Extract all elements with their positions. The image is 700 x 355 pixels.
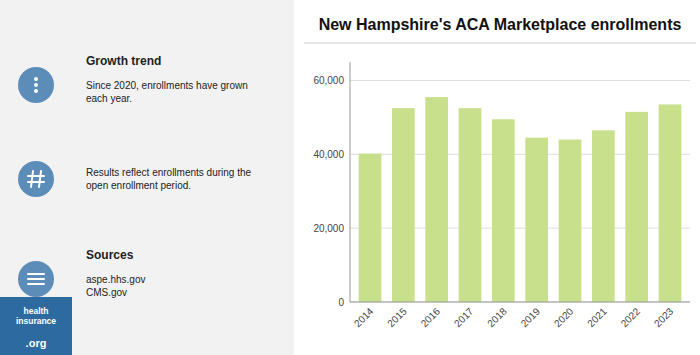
bar [659,104,682,302]
grid-line [350,80,690,81]
text-line: Results reflect enrollments during the [86,167,252,178]
text-line: CMS.gov [86,287,127,298]
icon-glyph [28,273,44,275]
bar [592,130,615,302]
bar [525,138,548,302]
bar [559,140,582,302]
icon-circle [18,67,54,103]
icon-circle [18,161,54,197]
y-axis-line [350,62,351,302]
title-rule [304,43,696,44]
side-panel [0,0,294,355]
y-tick-label: 20,000 [313,223,344,234]
side-text: Since 2020, enrollments have grown each y… [86,80,248,104]
text-line: aspe.hhs.gov [86,274,146,285]
x-tick-label: 2014 [352,305,376,329]
x-tick-label: 2021 [585,305,609,329]
icon-glyph [34,83,38,87]
title: New Hampshire's ACA Marketplace enrollme… [319,16,682,33]
y-tick-label: 0 [338,297,344,308]
icon-glyph [31,171,33,187]
text-line: health [23,306,48,316]
x-tick-label: 2017 [452,305,476,329]
bar [392,108,415,302]
x-tick-label: 2018 [485,305,509,329]
side-text: aspe.hhs.gov CMS.gov [86,274,146,298]
x-tick-label: 2022 [619,305,643,329]
x-tick-label: 2023 [652,305,676,329]
x-tick-label: 2015 [385,305,409,329]
x-tick-label: 2019 [519,305,543,329]
badge-text: .org [26,337,47,349]
y-tick-label: 60,000 [313,75,344,86]
bar [425,97,448,302]
text-line: .org [26,337,47,349]
icon-glyph [39,171,41,187]
icon-glyph [34,77,38,81]
icon [18,67,54,103]
bar [492,119,515,302]
bar [625,112,648,302]
x-tick-label: 2020 [552,305,576,329]
icon-glyph [28,278,44,280]
side-header: Growth trend [86,54,161,68]
icon-glyph [34,89,38,93]
badge-text: healthinsurance [16,306,56,326]
text-line: Since 2020, enrollments have grown [86,80,248,91]
x-tick-label: 2016 [419,305,443,329]
icon-circle [18,261,54,297]
badge [0,297,72,355]
icon [18,261,54,297]
side-header: Sources [86,248,134,262]
bar [459,108,482,302]
icon-glyph [28,175,44,177]
bar [359,154,382,302]
icon-glyph [28,283,44,285]
text-line: insurance [16,316,56,326]
grid-line [350,302,690,303]
bars [359,97,682,302]
chart: Growth trend Since 2020, enrollments have… [0,0,700,355]
text-line: each year. [86,93,132,104]
side-text: Results reflect enrollments during the op… [86,167,252,191]
y-tick-label: 40,000 [313,149,344,160]
x-axis-line [350,302,690,303]
text-line: open enrollment period. [86,180,191,191]
icon-glyph [28,181,44,183]
icon [18,161,54,197]
